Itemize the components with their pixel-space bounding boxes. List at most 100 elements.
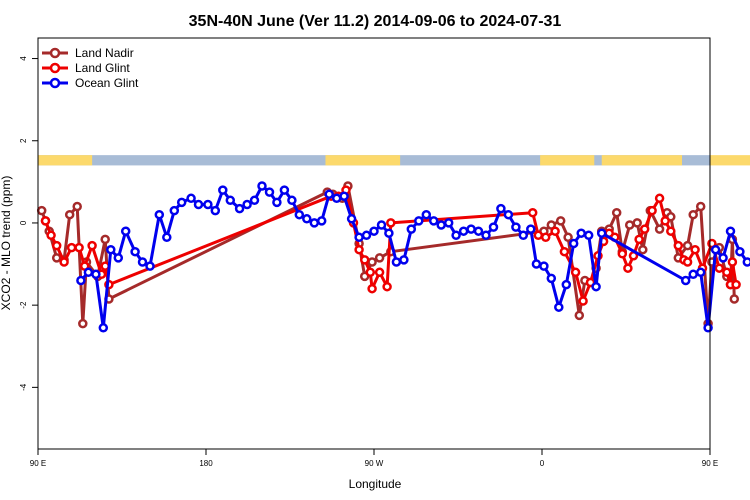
data-point (660, 216, 670, 226)
legend-item: Ocean Glint (42, 76, 139, 90)
data-point (563, 232, 573, 243)
land-segment (601, 155, 682, 166)
data-point (518, 230, 529, 241)
data-point (511, 222, 521, 232)
data-point (91, 269, 101, 280)
data-point (570, 267, 581, 278)
data-point (443, 218, 454, 228)
x-axis-ticks: 90 E 180 90 W 0 90 E (30, 449, 718, 468)
data-point (64, 209, 75, 220)
data-point (617, 249, 628, 259)
data-point (339, 191, 349, 201)
data-point (406, 224, 417, 234)
y-tick-label: -2 (19, 301, 28, 309)
legend-label: Land Glint (75, 61, 130, 75)
series-line (79, 184, 750, 330)
data-point (98, 323, 109, 333)
data-point (367, 257, 377, 267)
data-point (87, 240, 97, 251)
data-point (354, 244, 364, 255)
data-point (488, 222, 499, 232)
data-point (578, 296, 588, 306)
data-point (76, 275, 86, 286)
data-point (74, 242, 84, 253)
data-point (309, 218, 320, 228)
data-point (294, 209, 305, 220)
data-point (725, 226, 736, 236)
data-point (154, 209, 165, 220)
data-point (382, 281, 392, 292)
data-point (503, 209, 514, 220)
data-point (66, 242, 77, 253)
data-point (623, 263, 633, 273)
data-point (369, 226, 379, 236)
data-point (210, 205, 221, 216)
data-point (682, 240, 693, 251)
data-point (384, 228, 394, 238)
data-point (46, 230, 56, 241)
data-point (568, 238, 579, 249)
series-layer (36, 181, 750, 333)
data-point (540, 232, 551, 243)
data-point (324, 189, 334, 199)
data-point (690, 244, 700, 255)
data-point (279, 185, 290, 195)
data-point (399, 255, 409, 265)
x-tick-label: 90 E (30, 459, 46, 468)
x-tick-label: 180 (199, 459, 213, 468)
data-point (359, 255, 370, 265)
data-point (695, 267, 706, 278)
data-point (729, 294, 740, 304)
data-point (576, 228, 586, 238)
legend-marker (49, 62, 61, 74)
data-point (458, 226, 469, 236)
data-point (414, 216, 424, 226)
data-point (331, 193, 342, 204)
data-point (386, 218, 396, 228)
data-point (680, 275, 691, 286)
data-point (203, 199, 213, 210)
data-point (526, 224, 536, 234)
data-point (428, 216, 439, 226)
land-segment (325, 155, 401, 166)
data-point (249, 195, 260, 206)
data-point (40, 216, 51, 226)
data-point (531, 259, 542, 269)
data-point (688, 269, 698, 280)
data-point (559, 246, 570, 257)
data-point (72, 201, 82, 212)
land-sea-strip (38, 155, 750, 166)
data-point (242, 199, 252, 210)
data-point (176, 197, 187, 208)
data-point (264, 187, 275, 197)
data-point (51, 253, 62, 263)
data-point (727, 257, 738, 267)
land-segment (710, 155, 750, 166)
data-point (421, 209, 432, 220)
data-point (673, 240, 684, 251)
y-tick-label: 4 (19, 56, 28, 61)
data-point (374, 267, 385, 278)
legend-item: Land Glint (42, 61, 130, 75)
data-point (162, 232, 172, 243)
data-point (638, 244, 648, 255)
data-point (287, 195, 297, 206)
data-point (742, 257, 750, 267)
data-point (654, 224, 665, 234)
data-point (714, 263, 725, 273)
data-point (496, 203, 506, 214)
data-point (354, 232, 364, 243)
land-segment (540, 155, 595, 166)
plot-frame (37, 37, 711, 450)
data-point (654, 193, 665, 204)
data-point (554, 302, 564, 312)
data-point (682, 257, 693, 267)
x-axis-label: Longitude (349, 477, 402, 491)
data-point (100, 234, 110, 245)
data-point (374, 253, 385, 263)
data-point (365, 267, 376, 278)
data-point (666, 226, 676, 236)
data-point (539, 261, 549, 271)
data-point (611, 207, 622, 218)
